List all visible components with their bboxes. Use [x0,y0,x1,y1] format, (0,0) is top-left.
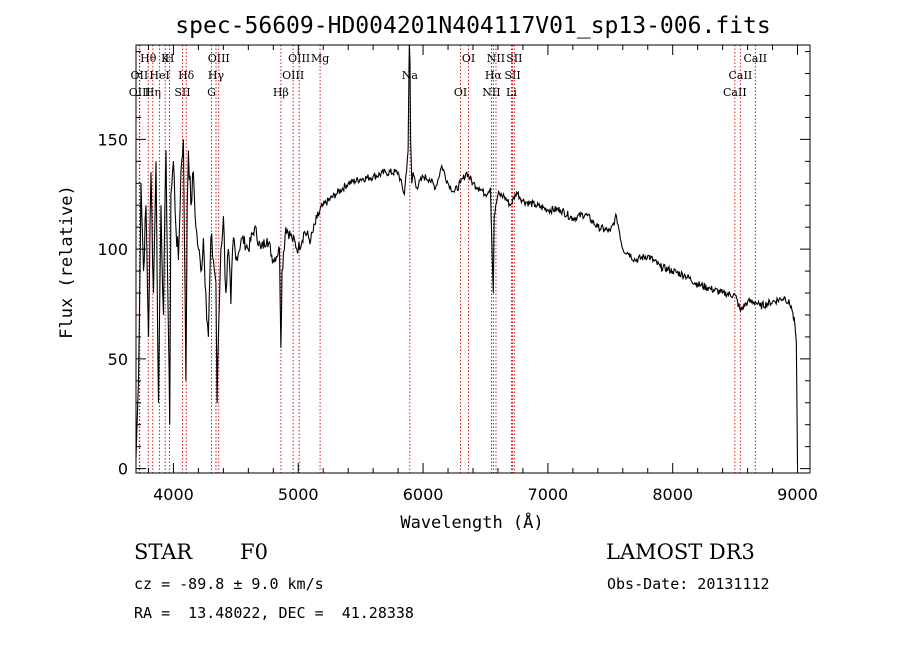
spectral-line-label: NII [482,86,500,99]
spectral-line-label: NII [487,52,505,65]
spectral-line-label: Li [506,86,517,99]
spectral-line-label: Mg [311,52,329,65]
spectral-line-label: OI [454,86,467,99]
x-tick-label: 8000 [652,485,693,504]
x-axis-ticks: 4000 5000 6000 7000 8000 9000 [147,45,818,504]
spectral-line-label: Hη [145,86,161,99]
spectral-line-label: OIII [129,86,151,99]
spectral-line-label: OIII [208,52,230,65]
y-tick-label: 150 [97,130,128,149]
spectrum-line [135,44,799,465]
object-subclass: F0 [240,540,268,564]
x-axis-label: Wavelength (Å) [400,511,543,533]
spectral-line-label: SII [506,52,522,65]
spectral-line-label: H [165,52,175,65]
spectral-line-label: Hγ [208,69,225,82]
object-class: STAR [134,540,193,564]
y-axis-label: Flux (relative) [57,185,77,339]
x-tick-label: 5000 [278,485,319,504]
survey-name: LAMOST DR3 [606,540,755,564]
spectral-line-label: OII [131,69,149,82]
spectral-line-label: CaII [729,69,753,82]
y-tick-label: 0 [118,460,128,479]
spectral-line-label: Hδ [178,69,195,82]
spectral-line-label: Hα [485,69,503,82]
y-axis-ticks: 0 50 100 150 [97,51,810,479]
spectral-line-label: G [207,86,216,99]
spectral-line-label: SII [504,69,520,82]
x-tick-label: 9000 [777,485,818,504]
spectral-line-label: Hβ [273,86,289,99]
spectral-line-label: OI [462,52,475,65]
spectral-line-label: OIII [282,69,304,82]
x-tick-label: 4000 [153,485,194,504]
x-tick-label: 6000 [403,485,444,504]
redshift-cz: cz = -89.8 ± 9.0 km/s [134,575,324,593]
x-tick-label: 7000 [528,485,569,504]
spectral-line-label: SII [174,86,190,99]
spectral-line-label: Hθ [140,52,157,65]
y-tick-label: 100 [97,240,128,259]
spectral-line-label: CaII [743,52,767,65]
coordinates: RA = 13.48022, DEC = 41.28338 [134,604,414,622]
obs-date: Obs-Date: 20131112 [607,575,770,593]
spectral-line-label: K [161,52,170,65]
spectral-line-label: HeI [149,69,169,82]
chart-title: spec-56609-HD004201N404117V01_sp13-006.f… [175,13,770,39]
y-tick-label: 50 [108,350,128,369]
spectral-line-label: CaII [723,86,747,99]
spectral-line-label: OIII [288,52,310,65]
